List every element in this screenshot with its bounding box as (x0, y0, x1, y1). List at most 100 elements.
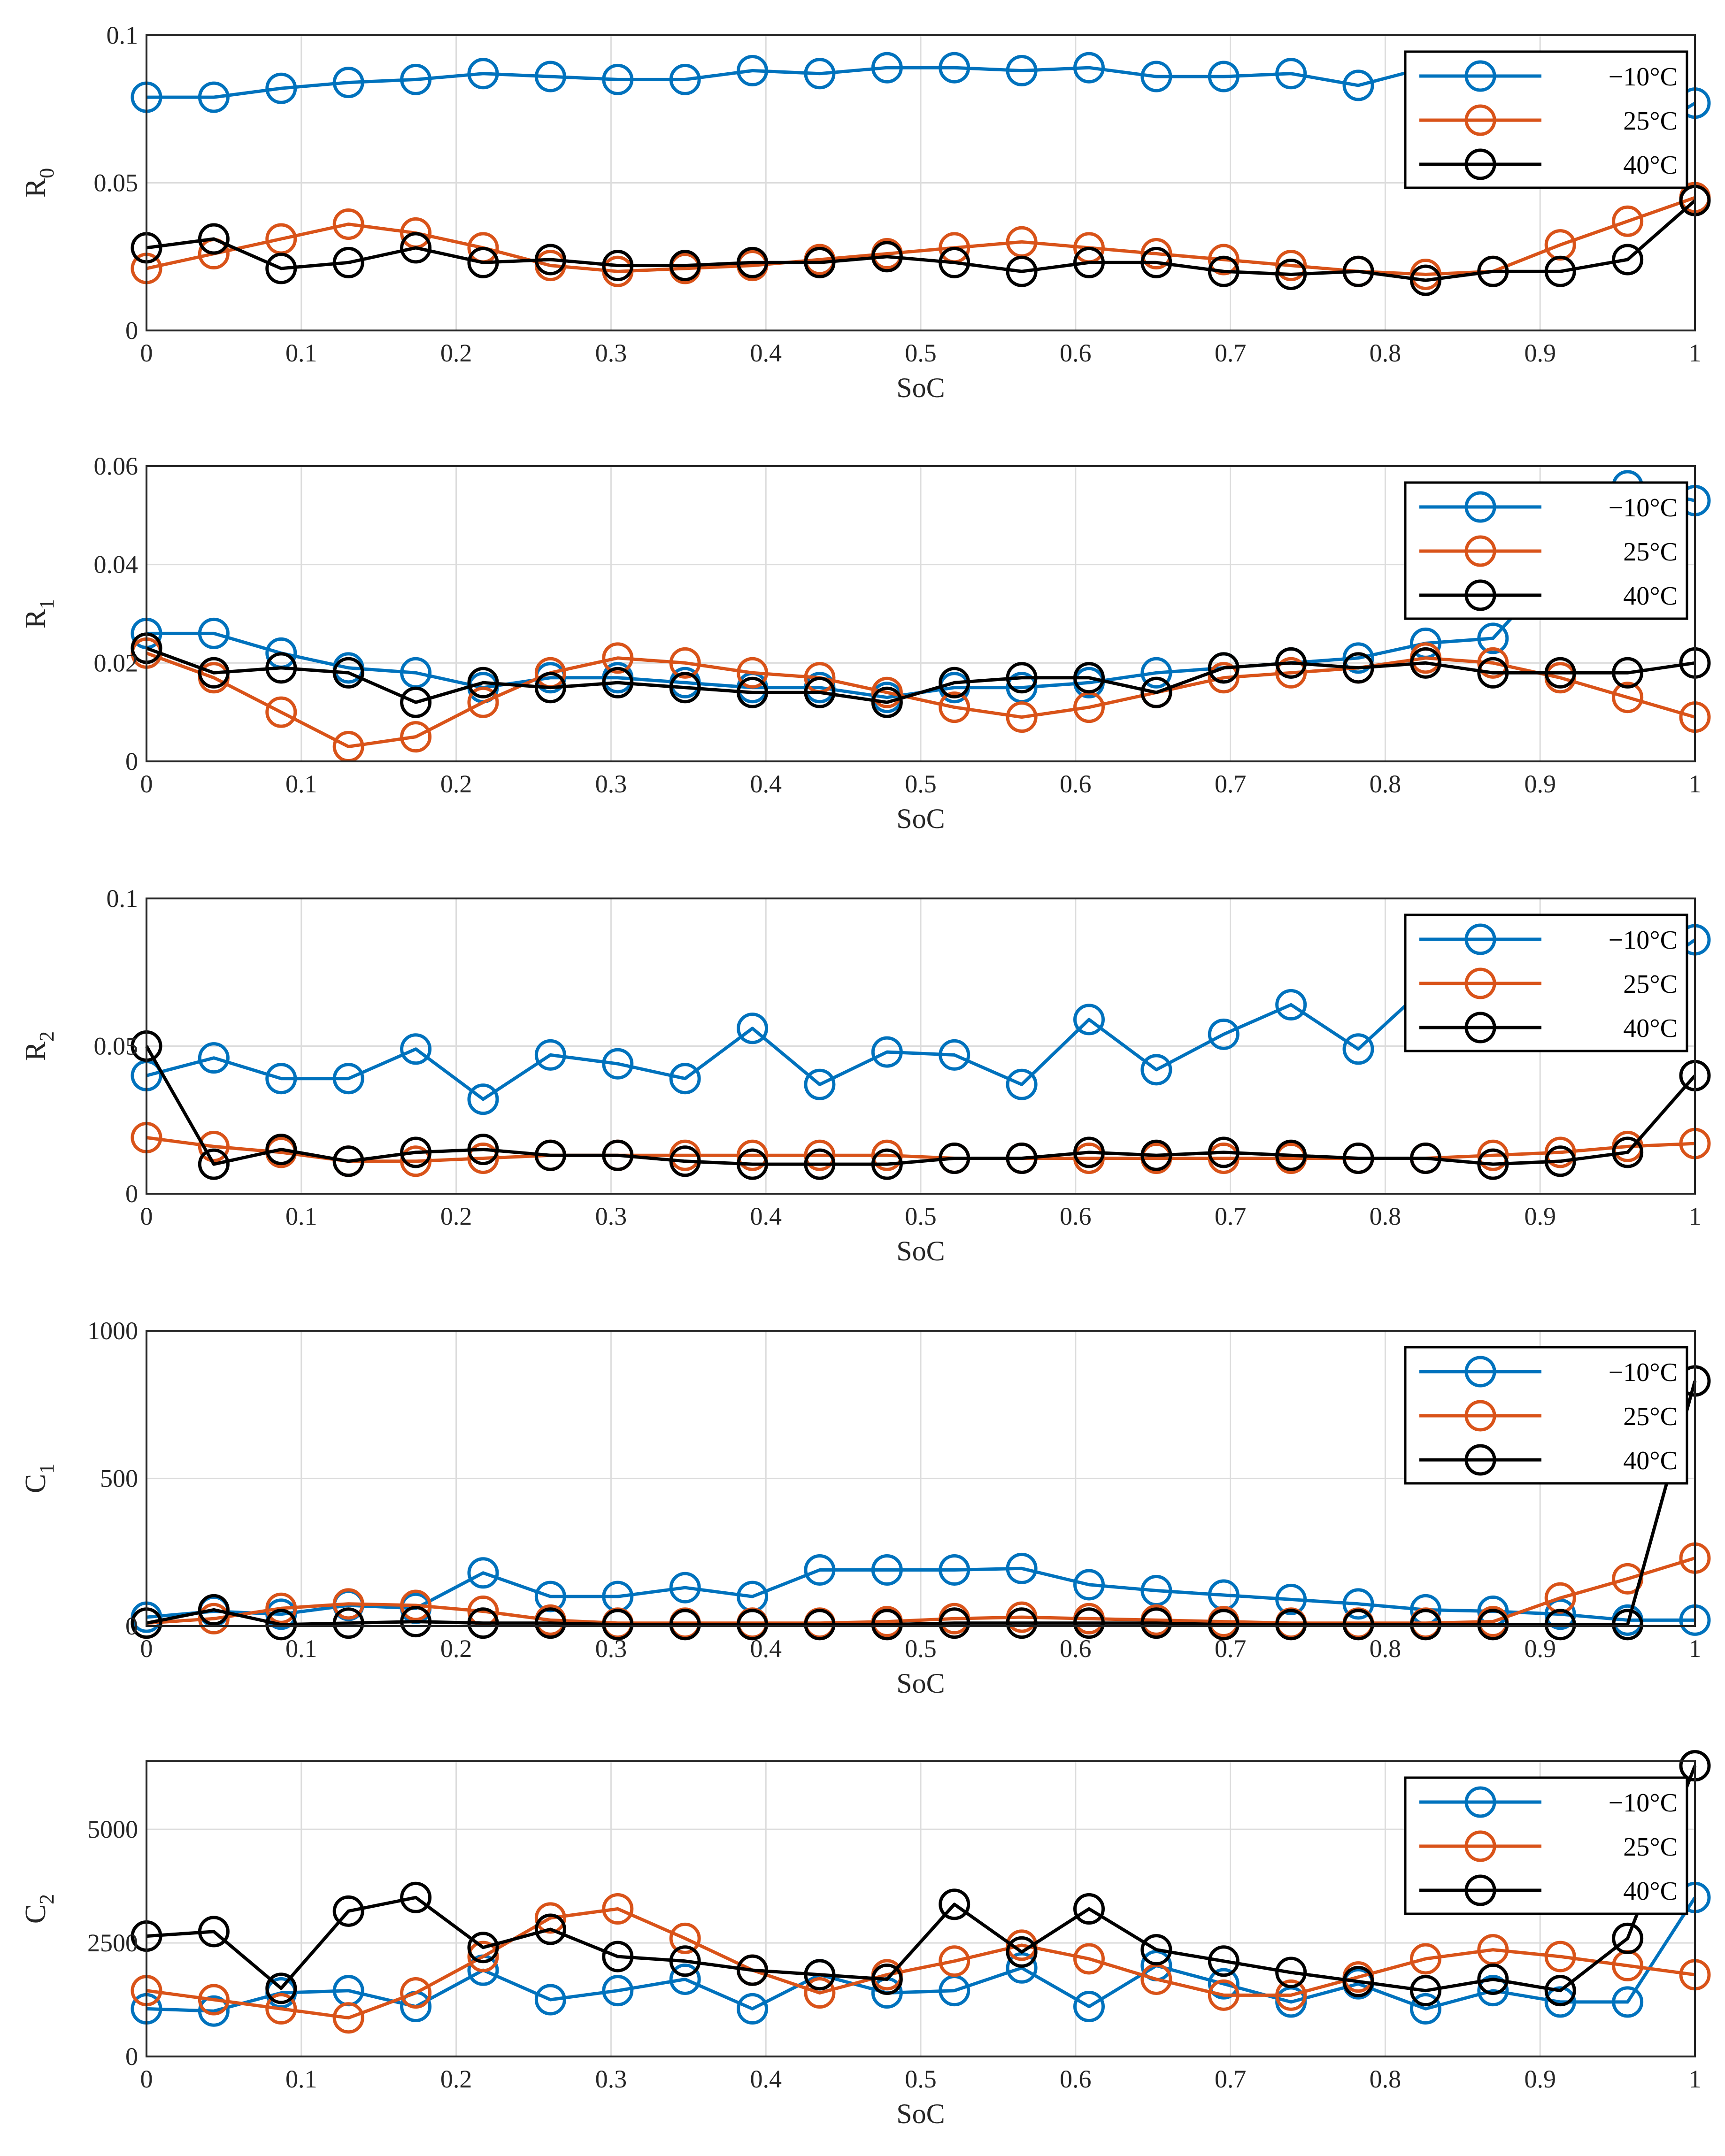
data-point (400, 1589, 432, 1621)
x-tick-label: 1 (1689, 1202, 1702, 1230)
data-point (1006, 1552, 1038, 1584)
series-line-3 (146, 199, 1696, 282)
data-point (198, 1130, 230, 1162)
axes-box (146, 34, 1696, 331)
data-point (467, 58, 499, 90)
data-point (1544, 1145, 1576, 1177)
x-tick-label: 0 (140, 770, 153, 798)
y-axis-label: C2 (20, 1894, 58, 1924)
legend-marker (1464, 60, 1496, 92)
x-tick-label: 0.4 (750, 1634, 782, 1663)
data-point (1006, 662, 1038, 694)
data-point (602, 1941, 634, 1972)
data-point (198, 1916, 230, 1948)
legend-label: 40°C (1623, 1877, 1678, 1906)
x-tick-label: 0.2 (440, 770, 472, 798)
data-point (737, 1609, 769, 1641)
x-tick-label: 0.3 (595, 1634, 627, 1663)
axes-box (146, 465, 1696, 762)
y-axis-label-main: R (20, 1041, 52, 1061)
data-point (737, 246, 769, 278)
data-point (534, 1039, 566, 1071)
data-point (1612, 682, 1644, 714)
data-point (1275, 647, 1307, 679)
data-point (1544, 1941, 1576, 1972)
legend-label: 25°C (1623, 1833, 1678, 1862)
x-axis-label: SoC (896, 1668, 945, 1699)
data-point (1275, 1609, 1307, 1641)
x-tick-label: 0.9 (1524, 1634, 1556, 1663)
legend-marker (1464, 1786, 1496, 1818)
data-point (534, 1984, 566, 2016)
legend: −10°C 25°C 40°C (1404, 1346, 1688, 1485)
data-point (939, 667, 970, 698)
legend-label: −10°C (1609, 1788, 1678, 1818)
x-tick-label: 0.1 (285, 770, 317, 798)
y-axis-label-sub: 1 (35, 599, 58, 609)
x-tick-label: 0.9 (1524, 339, 1556, 367)
data-point (1006, 54, 1038, 86)
y-tick-label: 0.1 (107, 21, 139, 49)
data-point (1409, 1943, 1441, 1975)
data-point (669, 1063, 701, 1095)
legend-marker (1464, 104, 1496, 136)
data-point (1342, 1143, 1374, 1174)
data-point (265, 652, 297, 684)
data-point (1006, 701, 1038, 733)
data-point (804, 1068, 836, 1100)
data-point (939, 1554, 970, 1586)
data-point (602, 642, 634, 674)
y-tick-label: 0 (125, 2042, 138, 2071)
data-point (1275, 1957, 1307, 1988)
data-point (332, 1607, 364, 1639)
data-point (1342, 1033, 1374, 1065)
data-point (602, 1048, 634, 1080)
data-point (1140, 1054, 1172, 1086)
data-point (1006, 1607, 1038, 1639)
data-point (400, 1145, 432, 1177)
y-axis-label: R0 (20, 168, 58, 198)
data-point (804, 1977, 836, 2009)
x-tick-label: 0.9 (1524, 2065, 1556, 2093)
legend-label: 40°C (1623, 151, 1678, 180)
data-point (198, 1042, 230, 1074)
data-point (1477, 657, 1509, 689)
data-point (198, 617, 230, 649)
data-point (467, 1083, 499, 1115)
legend-marker (1464, 1400, 1496, 1432)
data-point (265, 253, 297, 284)
data-point (265, 696, 297, 728)
data-point (1477, 1975, 1509, 2007)
legend-label: −10°C (1609, 926, 1678, 955)
x-tick-label: 0.4 (750, 339, 782, 367)
data-point (669, 1963, 701, 1995)
data-point (669, 647, 701, 679)
data-point (1275, 250, 1307, 282)
x-axis-label: SoC (896, 372, 945, 403)
data-point (669, 63, 701, 95)
legend-marker (1464, 579, 1496, 611)
data-point (400, 1136, 432, 1168)
series-line-3 (146, 646, 1695, 704)
x-tick-label: 0.8 (1370, 339, 1402, 367)
y-tick-label: 2500 (87, 1929, 138, 1957)
y-axis-label: C1 (20, 1464, 58, 1493)
x-tick-label: 0.1 (285, 1634, 317, 1663)
data-point (332, 208, 364, 240)
x-tick-label: 0.5 (905, 1202, 937, 1230)
data-point (1073, 1943, 1105, 1975)
data-point (669, 1609, 701, 1641)
data-point (1073, 662, 1105, 694)
data-point (467, 686, 499, 718)
legend: −10°C 25°C 40°C (1404, 50, 1688, 189)
data-point (265, 72, 297, 104)
data-point (1208, 1018, 1240, 1050)
data-point (1208, 1136, 1240, 1168)
data-point (1409, 1993, 1441, 2025)
data-point (602, 1139, 634, 1171)
data-point (467, 1941, 499, 1972)
data-point (1612, 1922, 1644, 1954)
data-point (939, 246, 970, 278)
data-point (1208, 652, 1240, 684)
data-point (198, 1594, 230, 1626)
